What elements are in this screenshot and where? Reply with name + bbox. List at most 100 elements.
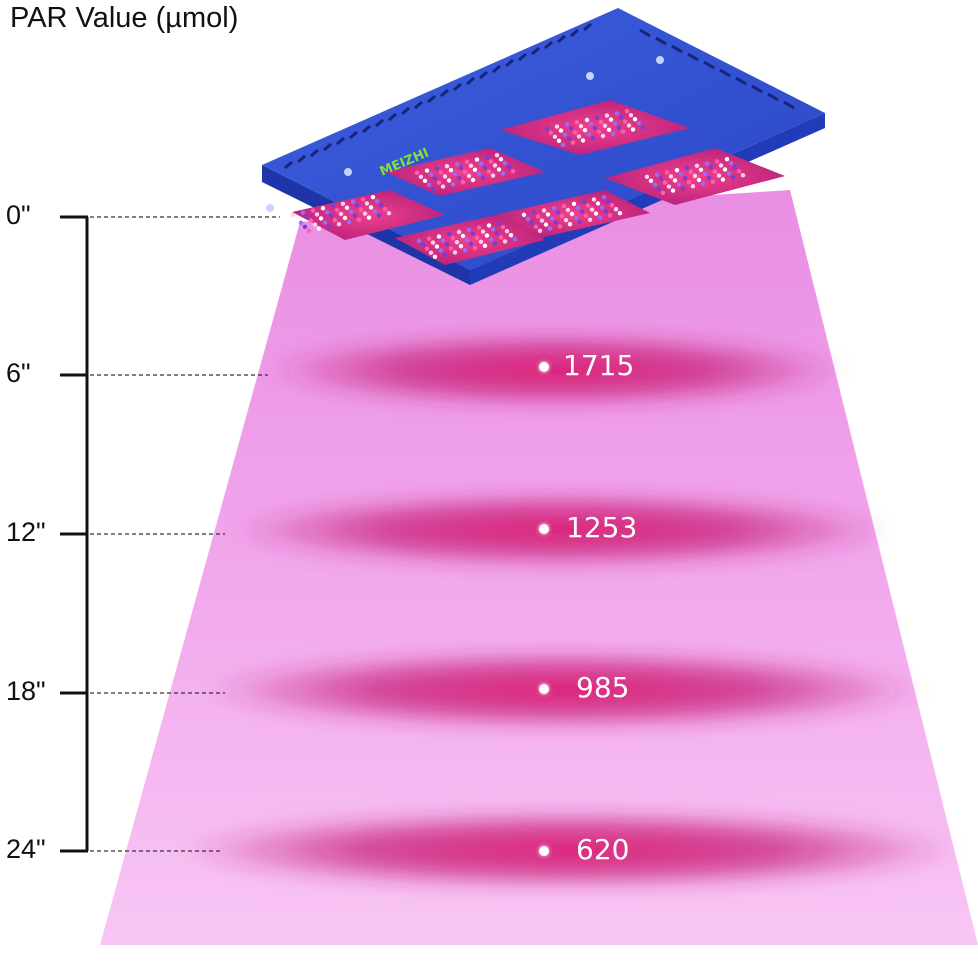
led-dot	[626, 123, 632, 128]
led-dot	[468, 241, 474, 247]
led-dot	[600, 133, 606, 139]
led-dot	[620, 129, 626, 134]
lamp-vents	[284, 22, 795, 170]
intensity-band-12in	[230, 492, 890, 568]
led-dot	[537, 228, 543, 233]
led-dot	[422, 178, 428, 183]
led-dot	[521, 212, 527, 217]
led-dot	[644, 174, 650, 179]
par-value-label: 1715	[563, 349, 635, 382]
led-dot	[498, 235, 504, 240]
intensity-band-6in	[265, 332, 845, 408]
led-dot	[510, 169, 516, 174]
led-dot	[583, 213, 589, 218]
led-dot	[561, 203, 567, 209]
led-dot	[434, 166, 440, 171]
led-dot	[617, 211, 623, 216]
led-dot	[506, 165, 512, 170]
led-dot	[684, 165, 690, 171]
led-dot	[535, 214, 541, 219]
led-dot	[332, 218, 338, 223]
led-dot	[512, 237, 518, 242]
led-dot	[656, 186, 662, 191]
led-dot	[718, 163, 724, 168]
led-dot	[474, 157, 480, 162]
par-value-label: 985	[576, 671, 630, 704]
led-dot	[581, 199, 587, 204]
led-dot	[652, 182, 658, 187]
led-dot	[444, 164, 450, 169]
intensity-band-18in	[205, 650, 925, 730]
led-dot	[458, 165, 464, 171]
lamp-screw	[344, 168, 352, 176]
led-dot	[424, 168, 430, 173]
led-dot	[468, 163, 474, 168]
led-dot	[318, 216, 324, 221]
led-dot	[730, 175, 736, 180]
led-dot	[692, 173, 698, 179]
grow-light-lamp: MEIZHI	[262, 8, 825, 285]
led-dot	[446, 178, 452, 183]
led-dot	[574, 120, 580, 125]
led-dot	[432, 176, 438, 181]
led-dot	[592, 125, 598, 131]
led-dot	[533, 224, 539, 229]
led-dot	[450, 236, 456, 241]
led-dot	[312, 222, 318, 227]
distance-tick-label: 12"	[6, 517, 46, 547]
led-dot	[416, 238, 422, 243]
led-dot	[571, 201, 577, 206]
led-dot	[440, 184, 446, 189]
lamp-screw	[586, 72, 594, 80]
led-dot	[606, 127, 612, 132]
led-dot	[678, 172, 684, 177]
led-dot	[609, 203, 615, 208]
led-dot	[529, 220, 535, 225]
led-dot	[336, 222, 342, 227]
led-dot	[598, 119, 604, 125]
led-dot	[500, 171, 506, 176]
led-dot	[569, 211, 575, 217]
led-dot	[322, 220, 328, 225]
measurement-point	[539, 846, 549, 856]
led-dot	[602, 123, 608, 128]
led-dot	[714, 159, 720, 164]
led-dots	[290, 109, 746, 259]
led-dot	[496, 221, 502, 226]
led-dot	[682, 176, 688, 181]
led-dot	[356, 217, 362, 222]
led-dot	[672, 178, 678, 183]
led-dot	[326, 224, 332, 229]
led-dot	[480, 229, 486, 234]
led-dot	[616, 125, 622, 130]
led-dot	[428, 172, 434, 177]
led-dot	[594, 115, 600, 121]
led-dot	[539, 218, 545, 223]
led-dot	[466, 227, 472, 232]
led-dot	[486, 169, 492, 174]
led-dot	[492, 241, 498, 246]
led-dot	[454, 240, 460, 245]
par-value-label: 620	[576, 833, 630, 866]
led-dot	[490, 173, 496, 178]
led-dot	[560, 142, 566, 147]
intensity-bands	[180, 332, 960, 890]
led-dot	[564, 122, 570, 127]
led-dot	[436, 180, 442, 185]
led-dot	[378, 203, 384, 208]
led-dot	[570, 140, 576, 145]
led-dot	[548, 130, 554, 135]
led-dot	[556, 138, 562, 143]
led-dot	[601, 195, 607, 200]
led-dot	[442, 252, 448, 257]
led-dot	[460, 180, 466, 185]
lamp-screw	[656, 56, 664, 64]
led-dot	[452, 172, 458, 177]
led-dot	[430, 186, 436, 191]
par-value-label: 1253	[566, 511, 638, 544]
led-dot	[613, 207, 619, 212]
led-dot	[348, 209, 354, 214]
distance-tick-label: 24"	[6, 834, 46, 864]
led-dot	[458, 244, 464, 249]
led-dot	[658, 176, 664, 181]
